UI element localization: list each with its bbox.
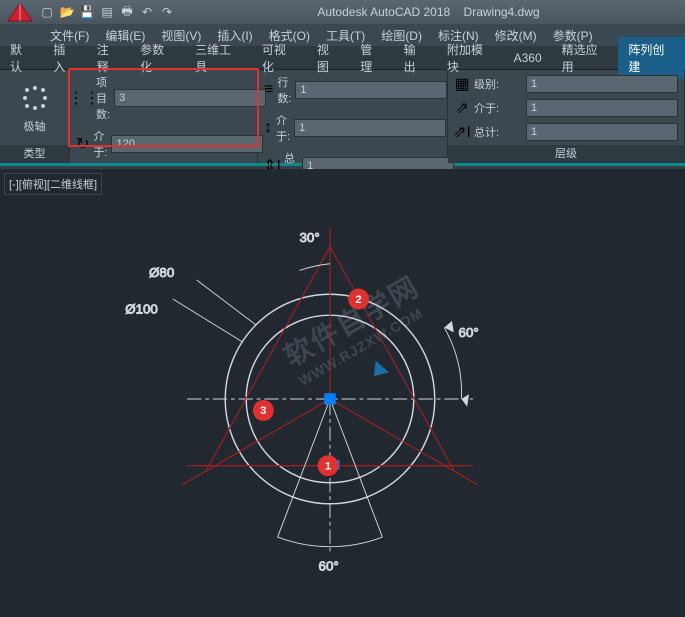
ribbon-label-level: 层级	[448, 145, 684, 163]
field-between: ↻ 介于:	[76, 128, 251, 160]
rows-input[interactable]	[295, 81, 447, 99]
drawing-canvas[interactable]: [-][俯视][二维线框] 软件自学网 WWW.RJZXW.COM	[0, 169, 685, 617]
direction-arrow	[374, 361, 389, 376]
level-total-input[interactable]	[526, 123, 678, 141]
print-icon[interactable]: 🖶	[118, 3, 136, 21]
items-input[interactable]	[114, 89, 266, 107]
ribbon-section-project: ⋮⋮ 项目数: ↻ 介于: ⟳ 填充: 项目	[70, 70, 258, 163]
dim-30: 30°	[300, 230, 320, 245]
app-logo[interactable]	[4, 0, 36, 24]
dim-60-right: 60°	[459, 325, 479, 340]
polar-array-button[interactable]: 极轴	[6, 74, 63, 141]
polar-array-label: 极轴	[24, 118, 46, 134]
items-icon: ⋮⋮	[76, 90, 92, 106]
marker-2: 2	[355, 294, 361, 306]
ribbon-section-level: ▦ 级别: ⇗ 介于: ⇗I 总计: 层级	[448, 70, 685, 163]
row-between-input[interactable]	[294, 119, 446, 137]
row-between-icon: ↕	[264, 120, 272, 136]
levels-icon: ▦	[454, 76, 470, 92]
field-levels: ▦ 级别:	[454, 75, 678, 93]
dim-d80: Ø80	[149, 265, 174, 280]
ribbon-panel: 极轴 类型 ⋮⋮ 项目数: ↻ 介于: ⟳ 填充:	[0, 70, 685, 166]
items-label: 项目数:	[96, 74, 110, 122]
marker-3: 3	[260, 405, 266, 417]
field-rows: ≡ 行数:	[264, 74, 441, 106]
row-between-label: 介于:	[276, 112, 290, 144]
between-icon: ↻	[76, 136, 89, 152]
ribbon-label-type: 类型	[0, 145, 69, 163]
save-icon[interactable]: 💾	[78, 3, 96, 21]
window-title: Autodesk AutoCAD 2018 Drawing4.dwg	[176, 5, 681, 19]
quick-access-toolbar: ▢ 📂 💾 ▤ 🖶 ↶ ↷	[38, 3, 176, 21]
field-item-count: ⋮⋮ 项目数:	[76, 74, 251, 122]
levels-input[interactable]	[526, 75, 678, 93]
ribbon-section-row: ≡ 行数: ↕ 介于: ⇕I 总计: 行	[258, 70, 448, 163]
field-level-total: ⇗I 总计:	[454, 123, 678, 141]
levels-label: 级别:	[474, 76, 522, 92]
grip-center[interactable]	[324, 393, 335, 404]
new-icon[interactable]: ▢	[38, 3, 56, 21]
tab-a360[interactable]: A360	[504, 47, 552, 69]
field-row-between: ↕ 介于:	[264, 112, 441, 144]
saveas-icon[interactable]: ▤	[98, 3, 116, 21]
undo-icon[interactable]: ↶	[138, 3, 156, 21]
drawing-geometry: 30° 60° 60° Ø80 Ø100	[80, 199, 580, 599]
field-level-between: ⇗ 介于:	[454, 99, 678, 117]
app-title: Autodesk AutoCAD 2018	[317, 5, 450, 19]
dim-60-bottom: 60°	[319, 558, 339, 573]
level-total-label: 总计:	[474, 124, 522, 140]
marker-1: 1	[325, 460, 332, 472]
level-between-input[interactable]	[526, 99, 678, 117]
dim-d100: Ø100	[125, 301, 158, 316]
level-between-icon: ⇗	[454, 100, 470, 116]
polar-array-icon	[19, 82, 51, 114]
level-total-icon: ⇗I	[454, 124, 470, 140]
redo-icon[interactable]: ↷	[158, 3, 176, 21]
rows-label: 行数:	[277, 74, 291, 106]
ribbon-tabs: 默认 插入 注释 参数化 三维工具 可视化 视图 管理 输出 附加模块 A360…	[0, 46, 685, 70]
level-between-label: 介于:	[474, 100, 522, 116]
document-name: Drawing4.dwg	[464, 5, 540, 19]
between-input[interactable]	[111, 135, 263, 153]
viewport-label[interactable]: [-][俯视][二维线框]	[4, 173, 102, 195]
between-label: 介于:	[93, 128, 107, 160]
title-bar: ▢ 📂 💾 ▤ 🖶 ↶ ↷ Autodesk AutoCAD 2018 Draw…	[0, 0, 685, 24]
open-icon[interactable]: 📂	[58, 3, 76, 21]
ribbon-section-type: 极轴 类型	[0, 70, 70, 163]
